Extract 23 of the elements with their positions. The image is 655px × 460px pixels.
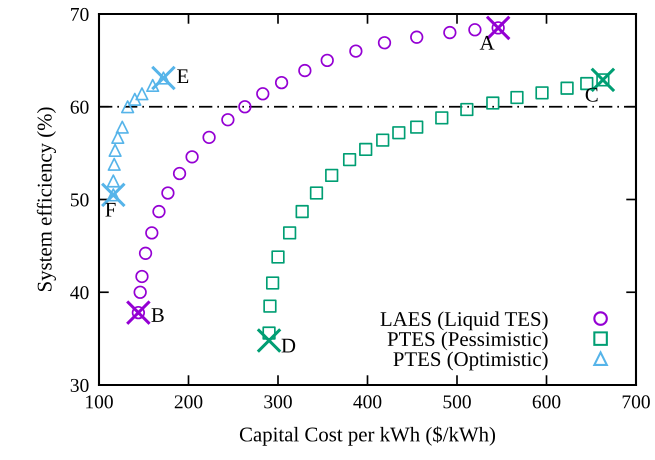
x-axis-title: Capital Cost per kWh ($/kWh) (240, 426, 496, 446)
y-tick-label: 30 (70, 378, 89, 392)
x-tick-label: 100 (86, 395, 113, 408)
x-tick-label: 500 (444, 395, 471, 408)
y-tick-label: 70 (71, 8, 89, 21)
x-tick-label: 200 (174, 395, 202, 408)
annotation: D (282, 338, 296, 352)
legend-label: PTES (Pessimistic) (388, 331, 548, 350)
annotation: A (480, 36, 494, 50)
y-tick-label: 40 (70, 286, 89, 300)
x-tick-label: 600 (532, 395, 560, 408)
legend-label: PTES (Optimistic) (393, 352, 548, 370)
annotation: C (586, 88, 598, 102)
x-tick-label: 300 (264, 395, 292, 408)
annotation: B (151, 308, 164, 322)
y-tick-label: 50 (70, 193, 89, 206)
x-tick-label: 700 (622, 395, 650, 408)
y-axis-title: System efficiency (%) (36, 107, 56, 292)
y-tick-label: 60 (70, 100, 89, 114)
annotation: F (105, 202, 116, 217)
annotation: E (177, 69, 188, 84)
x-tick-label: 400 (353, 395, 382, 408)
legend-label: LAES (Liquid TES) (380, 311, 548, 330)
